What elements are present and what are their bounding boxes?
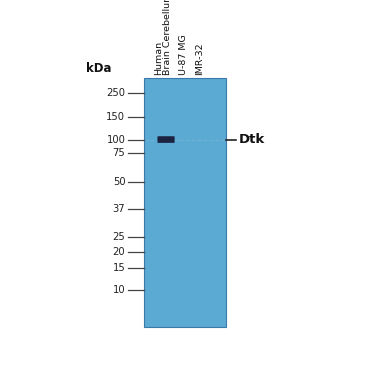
Text: 50: 50 [113, 177, 125, 187]
Text: 37: 37 [113, 204, 125, 214]
Bar [144, 78, 226, 327]
Text: 15: 15 [112, 263, 125, 273]
Text: IMR-32: IMR-32 [195, 43, 204, 75]
Text: Human: Human [154, 41, 164, 75]
Text: U-87 MG: U-87 MG [179, 34, 188, 75]
Text: 75: 75 [112, 148, 125, 159]
Text: Dtk: Dtk [238, 133, 265, 146]
Text: 25: 25 [112, 232, 125, 242]
Text: 250: 250 [106, 88, 125, 98]
FancyBboxPatch shape [158, 136, 175, 143]
Text: 10: 10 [113, 285, 125, 295]
Text: 150: 150 [106, 112, 125, 122]
Text: 20: 20 [113, 247, 125, 257]
Text: 100: 100 [106, 135, 125, 144]
Text: kDa: kDa [86, 62, 112, 75]
Text: Brain Cerebellum: Brain Cerebellum [163, 0, 172, 75]
